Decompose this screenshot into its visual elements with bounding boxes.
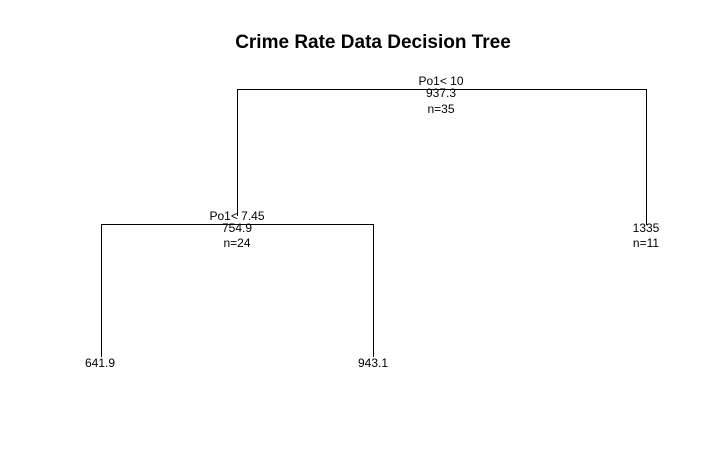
- right-leaf: 1335 n=11: [633, 221, 660, 250]
- left-node: Po1< 7.45 754.9 n=24: [209, 209, 264, 250]
- root-mean-label: 937.3: [426, 86, 456, 100]
- root-count-label: n=35: [427, 102, 454, 116]
- left-right-leaf: 943.1: [358, 356, 388, 370]
- right-leaf-count-label: n=11: [633, 236, 659, 250]
- root-split-label: Po1< 10: [418, 74, 463, 88]
- root-node: Po1< 10 937.3 n=35: [418, 74, 463, 116]
- chart-title: Crime Rate Data Decision Tree: [235, 32, 511, 53]
- left-mean-label: 754.9: [222, 221, 252, 235]
- right-leaf-mean-label: 1335: [633, 221, 660, 235]
- root-branch: [237, 89, 647, 225]
- left-left-leaf: 641.9: [85, 356, 115, 370]
- left-right-leaf-mean-label: 943.1: [358, 356, 388, 370]
- left-left-leaf-mean-label: 641.9: [85, 356, 115, 370]
- left-split-label: Po1< 7.45: [209, 209, 264, 223]
- tree-edges: [101, 89, 647, 357]
- left-count-label: n=24: [223, 236, 250, 250]
- left-branch: [101, 224, 374, 357]
